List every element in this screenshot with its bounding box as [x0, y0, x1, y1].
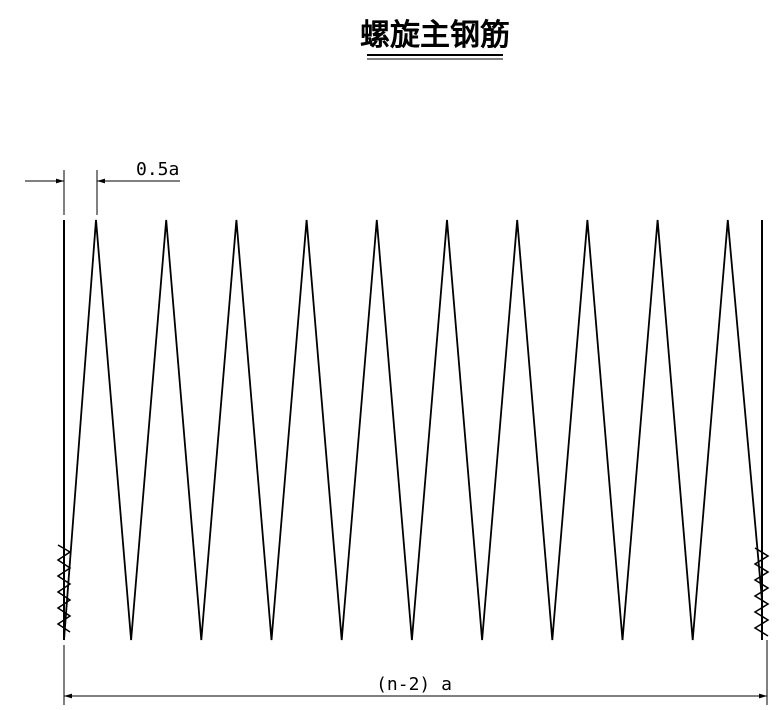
- drawing-title: 螺旋主钢筋: [360, 18, 510, 53]
- right-weld-mark: [753, 547, 770, 637]
- length-dimension-label: (n-2) a: [376, 674, 452, 695]
- spiral-zigzag-line: [63, 219, 763, 641]
- pitch-dimension-label: 0.5a: [136, 159, 179, 180]
- left-weld-mark: [56, 544, 72, 633]
